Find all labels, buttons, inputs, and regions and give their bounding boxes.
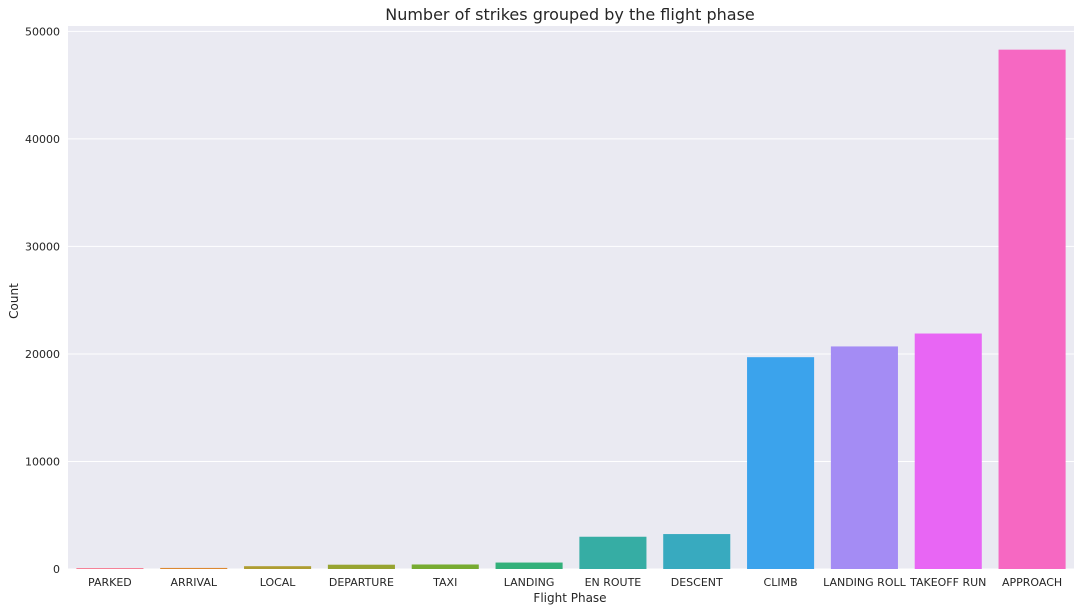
y-tick-labels: 0 10000 20000 30000 40000 50000 [25, 25, 60, 576]
bar [663, 534, 731, 569]
y-tick-label: 0 [53, 563, 60, 576]
x-tick-label: LANDING [504, 576, 555, 589]
bar [244, 566, 312, 569]
x-tick-label: ARRIVAL [170, 576, 217, 589]
bar [914, 333, 982, 569]
y-tick-label: 20000 [25, 348, 60, 361]
bar [579, 536, 647, 569]
x-tick-label: TAXI [432, 576, 457, 589]
x-tick-label: LOCAL [260, 576, 297, 589]
bar [76, 568, 144, 569]
bar [160, 567, 228, 569]
grid-lines [68, 30, 1074, 570]
x-tick-label: DESCENT [671, 576, 723, 589]
x-tick-label: EN ROUTE [585, 576, 642, 589]
plot-background [68, 26, 1074, 569]
chart-title: Number of strikes grouped by the flight … [385, 5, 755, 24]
x-tick-label: DEPARTURE [329, 576, 394, 589]
bars [76, 49, 1066, 569]
bar [998, 49, 1066, 569]
x-tick-label: LANDING ROLL [823, 576, 907, 589]
bar [411, 564, 479, 569]
x-tick-labels: PARKED ARRIVAL LOCAL DEPARTURE TAXI LANDING EN… [88, 576, 1062, 589]
x-tick-label: TAKEOFF RUN [909, 576, 986, 589]
x-tick-label: PARKED [88, 576, 132, 589]
y-tick-label: 40000 [25, 133, 60, 146]
y-tick-label: 30000 [25, 240, 60, 253]
x-tick-label: APPROACH [1002, 576, 1062, 589]
y-tick-label: 50000 [25, 25, 60, 38]
bar [327, 564, 395, 569]
x-axis-title: Flight Phase [533, 591, 606, 605]
bar [747, 357, 815, 569]
y-axis-title: Count [7, 283, 21, 319]
bar [495, 562, 563, 569]
x-tick-label: CLIMB [764, 576, 798, 589]
y-tick-label: 10000 [25, 455, 60, 468]
bar [830, 346, 898, 569]
